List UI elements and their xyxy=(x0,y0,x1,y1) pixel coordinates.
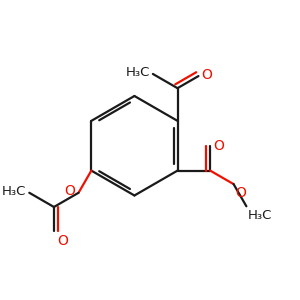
Text: H₃C: H₃C xyxy=(126,66,150,79)
Text: O: O xyxy=(235,186,246,200)
Text: O: O xyxy=(57,234,68,248)
Text: O: O xyxy=(64,184,75,198)
Text: H₃C: H₃C xyxy=(2,185,26,198)
Text: O: O xyxy=(201,68,212,82)
Text: O: O xyxy=(214,140,224,153)
Text: H₃C: H₃C xyxy=(248,208,272,221)
